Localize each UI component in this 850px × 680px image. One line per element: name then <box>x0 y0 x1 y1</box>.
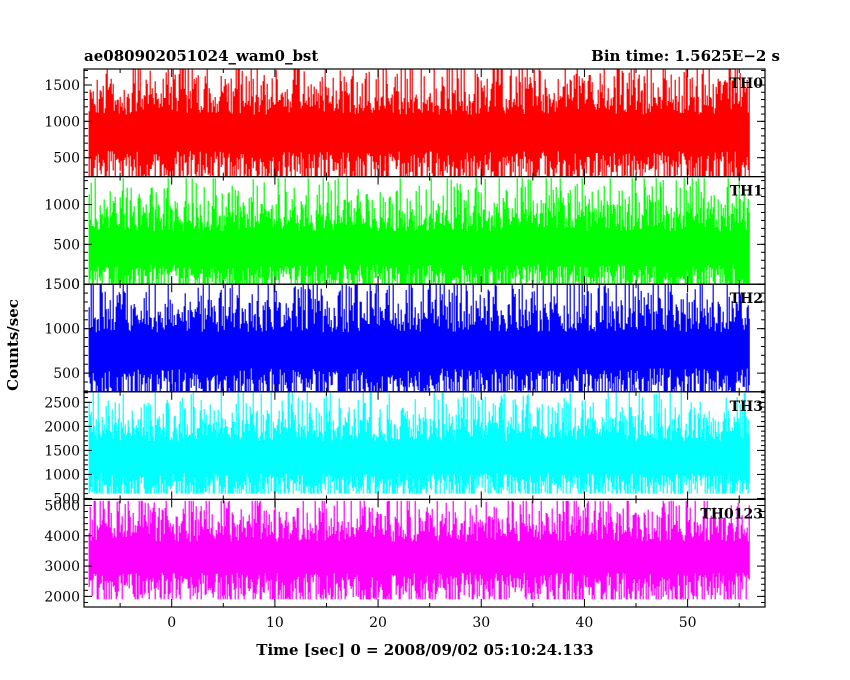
y-tick-label: 500 <box>53 151 80 167</box>
y-tick-label: 500 <box>53 491 80 507</box>
panel-th2: 500 1000 1500 TH2 <box>44 277 766 393</box>
x-tick-label: 50 <box>679 615 697 631</box>
bin-time-label: Bin time: 1.5625E−2 s <box>591 47 780 65</box>
series-th1-line <box>88 178 750 284</box>
y-tick-label: 2000 <box>44 419 80 435</box>
y-tick-label: 500 <box>53 237 80 253</box>
series-th0-line <box>88 69 750 177</box>
y-tick-label: 1000 <box>44 322 80 338</box>
y-tick-label: 1500 <box>44 443 80 459</box>
y-tick-label: 1500 <box>44 277 80 293</box>
x-axis: 0 10 20 30 40 50 <box>167 615 696 631</box>
series-label-th0123: TH0123 <box>700 506 763 522</box>
panel-th0123: 2000 3000 4000 5000 TH0123 <box>44 498 766 608</box>
y-tick-label: 3000 <box>44 559 80 575</box>
series-label-th3: TH3 <box>730 399 763 415</box>
y-tick-label: 1000 <box>44 197 80 213</box>
y-tick-label: 4000 <box>44 529 80 545</box>
series-th3-line <box>88 392 750 494</box>
y-tick-label: 500 <box>53 366 80 382</box>
y-tick-label: 0 <box>71 277 80 293</box>
y-tick-label: 5000 <box>44 498 80 514</box>
x-tick-label: 20 <box>369 615 387 631</box>
panel-th3: 500 1000 1500 2000 2500 TH3 <box>44 391 766 507</box>
y-axis-title: Counts/sec <box>4 299 22 391</box>
series-th0123-line <box>88 500 750 600</box>
series-label-th2: TH2 <box>730 291 763 307</box>
panel-th1: 0 500 1000 TH1 <box>44 176 766 293</box>
series-label-th1: TH1 <box>730 184 763 200</box>
y-tick-label: 1000 <box>44 467 80 483</box>
x-tick-label: 40 <box>576 615 594 631</box>
series-th2-line <box>88 284 750 392</box>
x-tick-label: 0 <box>167 615 176 631</box>
series-label-th0: TH0 <box>730 76 764 92</box>
y-tick-label: 2500 <box>44 395 80 411</box>
y-tick-label: 1500 <box>44 78 80 94</box>
y-tick-label: 1000 <box>44 114 80 130</box>
x-tick-label: 30 <box>472 615 490 631</box>
x-tick-label: 10 <box>266 615 284 631</box>
panel-th0: 500 1000 1500 TH0 <box>44 68 766 178</box>
chart-title: ae080902051024_wam0_bst <box>84 47 318 65</box>
x-axis-title: Time [sec] 0 = 2008/09/02 05:10:24.133 <box>256 641 593 659</box>
panel-frame <box>83 498 766 608</box>
y-tick-label: 2000 <box>44 589 80 605</box>
